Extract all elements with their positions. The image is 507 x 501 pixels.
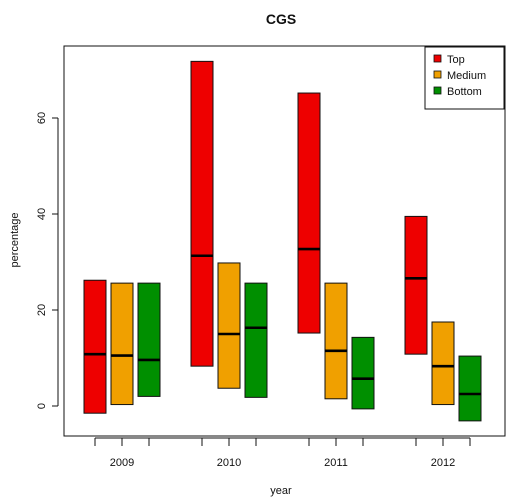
plot-area [63, 45, 506, 437]
y-tick-label-3: 60 [36, 112, 48, 124]
plot-layer: 0 20 40 60 2009 2010 2011 2012 [36, 60, 482, 469]
y-axis-label: percentage [9, 212, 21, 267]
legend-label-medium: Medium [447, 70, 486, 82]
legend-swatch-top [433, 54, 442, 63]
x-category-label-3: 2012 [431, 457, 455, 469]
bar-medium-2010 [217, 262, 241, 389]
bar-medium-2009 [110, 282, 134, 406]
legend-swatch-medium [433, 70, 442, 79]
bar-top-2012 [404, 215, 428, 355]
legend-label-bottom: Bottom [447, 86, 482, 98]
bar-top-2010 [190, 60, 214, 367]
legend-label-top: Top [447, 54, 465, 66]
legend: Top Medium Bottom [424, 46, 505, 110]
bar-top-2011 [297, 92, 321, 334]
y-tick-label-2: 40 [36, 208, 48, 220]
chart-title: CGS [266, 11, 296, 27]
y-tick-label-0: 0 [36, 403, 48, 409]
bar-top-2009 [83, 279, 107, 414]
x-category-label-2: 2011 [324, 457, 348, 469]
x-category-label-0: 2009 [110, 457, 134, 469]
legend-swatch-bottom [433, 86, 442, 95]
bar-bottom-2010 [244, 282, 268, 398]
x-axis-label: year [270, 485, 292, 497]
y-tick-label-1: 20 [36, 304, 48, 316]
x-category-label-1: 2010 [217, 457, 241, 469]
bar-medium-2012 [431, 321, 455, 406]
bar-bottom-2012 [458, 355, 482, 422]
bar-bottom-2009 [137, 282, 161, 397]
bar-bottom-2011 [351, 336, 375, 410]
bar-medium-2011 [324, 282, 348, 400]
